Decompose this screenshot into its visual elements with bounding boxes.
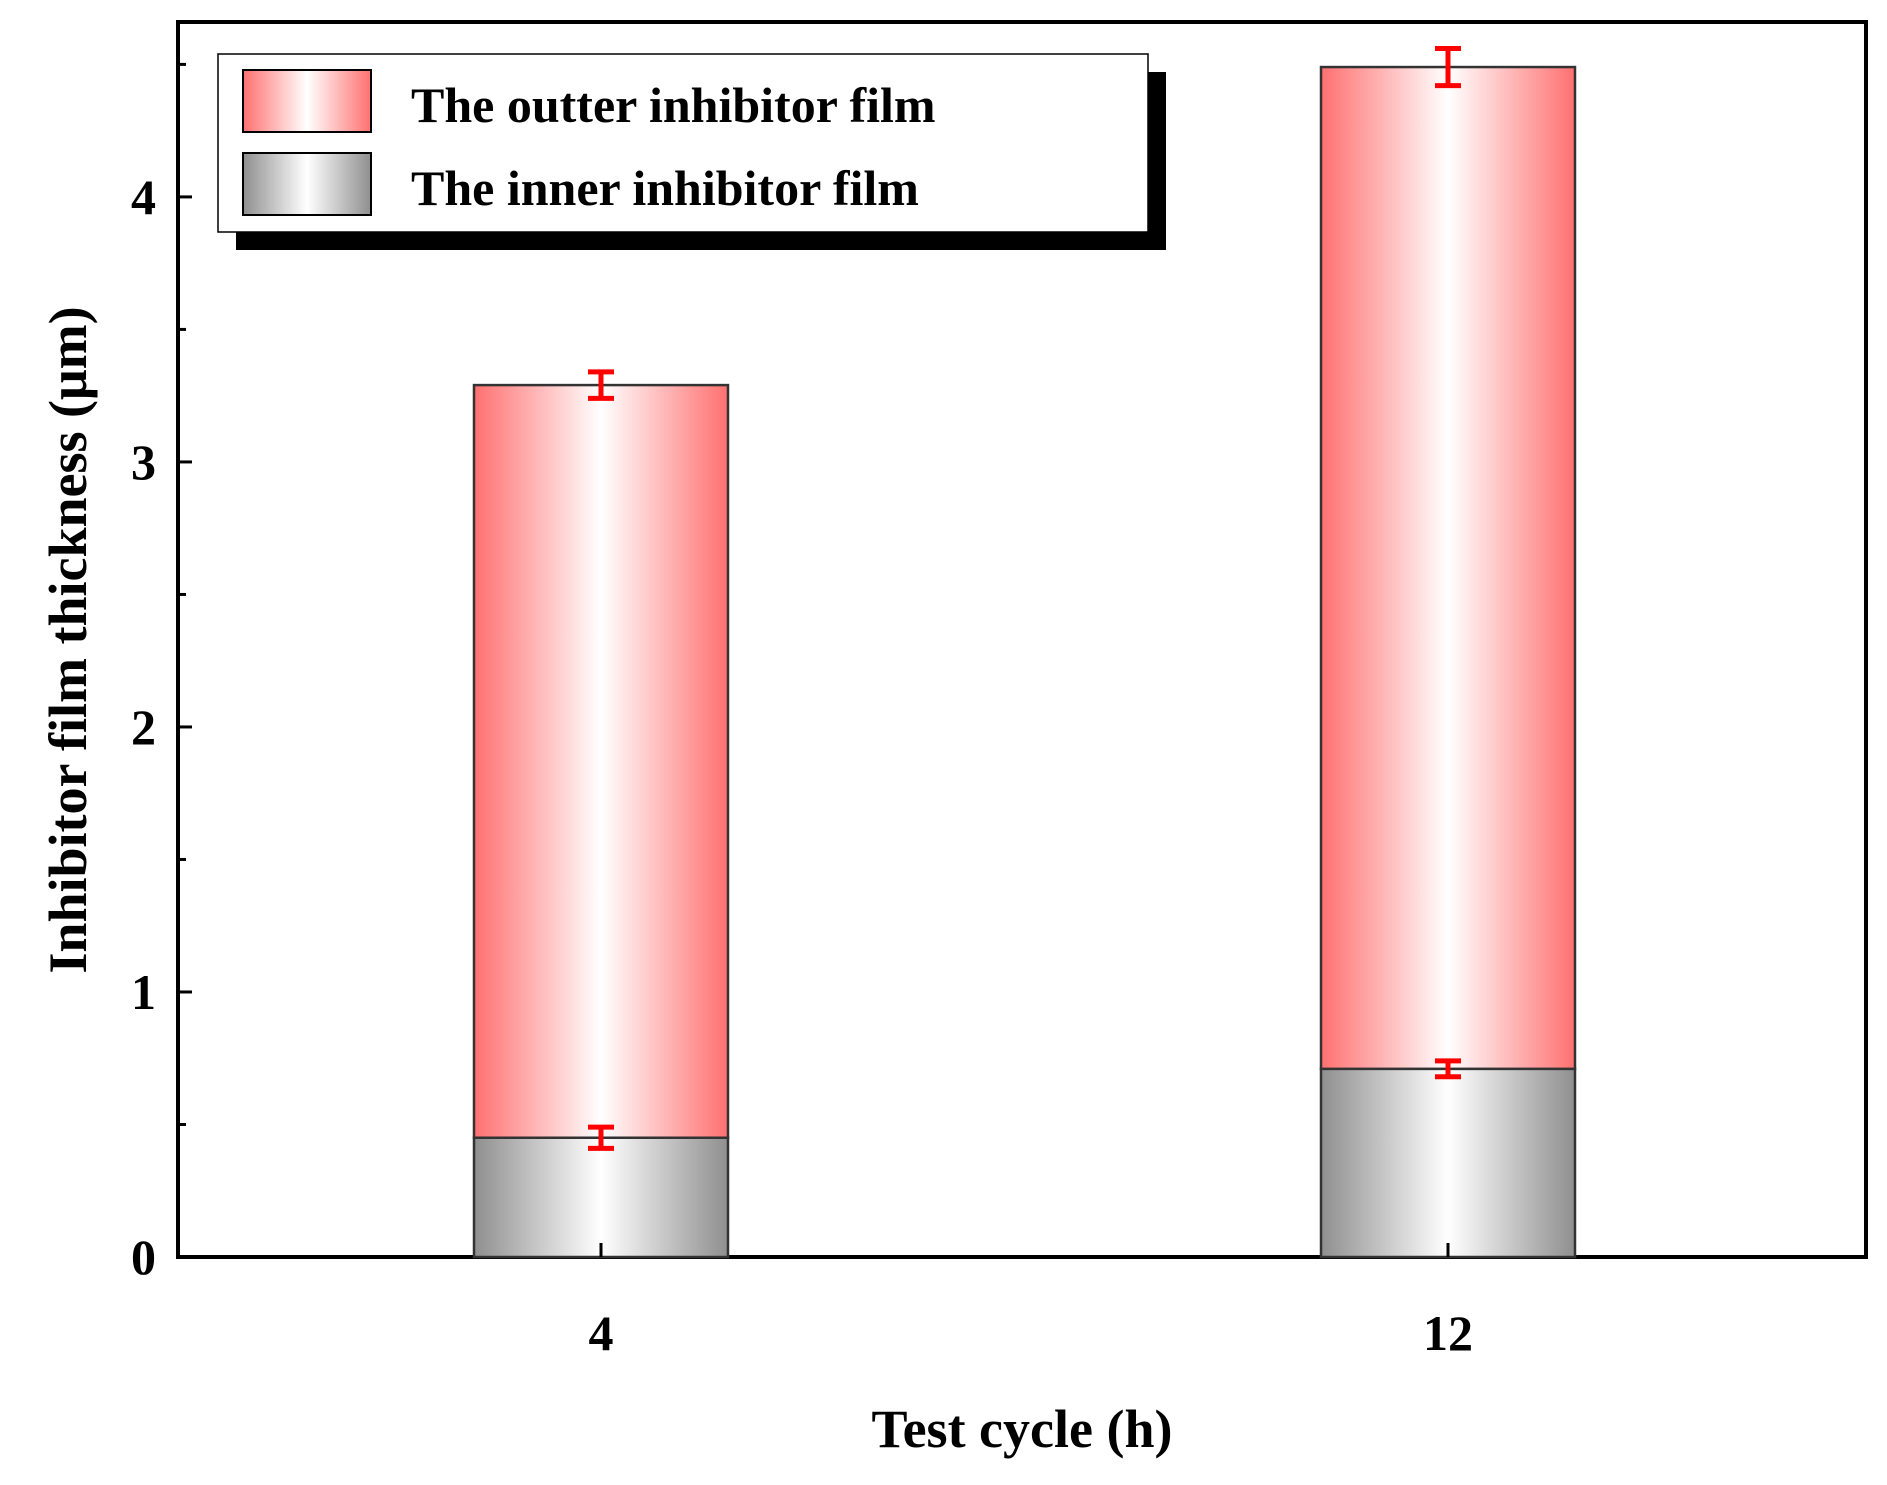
y-axis: 0 1 2 3 4 [131,62,192,1285]
y-tick-label: 2 [131,699,156,755]
error-bar-inner-4 [588,1124,614,1151]
error-bar-inner-12 [1435,1058,1461,1080]
legend-swatch-inner [242,152,372,216]
bar-outter-4 [472,383,730,1139]
error-bar-outter-12 [1435,46,1461,89]
y-tick-label: 4 [131,169,156,225]
plot-frame [176,20,1868,1259]
error-bars-layer [588,46,1461,1151]
y-tick-label: 0 [131,1229,156,1285]
x-tick-label: 4 [589,1305,614,1361]
x-tick-label: 12 [1423,1305,1473,1361]
y-tick-label: 3 [131,434,156,490]
legend-label-inner: The inner inhibitor film [411,160,919,216]
legend-label-outter: The outter inhibitor film [411,77,936,133]
x-axis: 4 12 [589,1243,1473,1361]
y-axis-title: Inhibitor film thickness (μm) [38,306,98,973]
bar-inner-4 [472,1136,730,1259]
legend-swatch-outter [242,69,372,133]
x-axis-title: Test cycle (h) [872,1399,1173,1459]
bars-layer [472,65,1577,1259]
legend: The outter inhibitor film The inner inhi… [217,53,1166,250]
bar-outter-12 [1319,65,1577,1071]
bar-inner-12 [1319,1067,1577,1259]
y-tick-label: 1 [131,964,156,1020]
legend-box [217,53,1149,233]
error-bar-outter-4 [588,369,614,401]
